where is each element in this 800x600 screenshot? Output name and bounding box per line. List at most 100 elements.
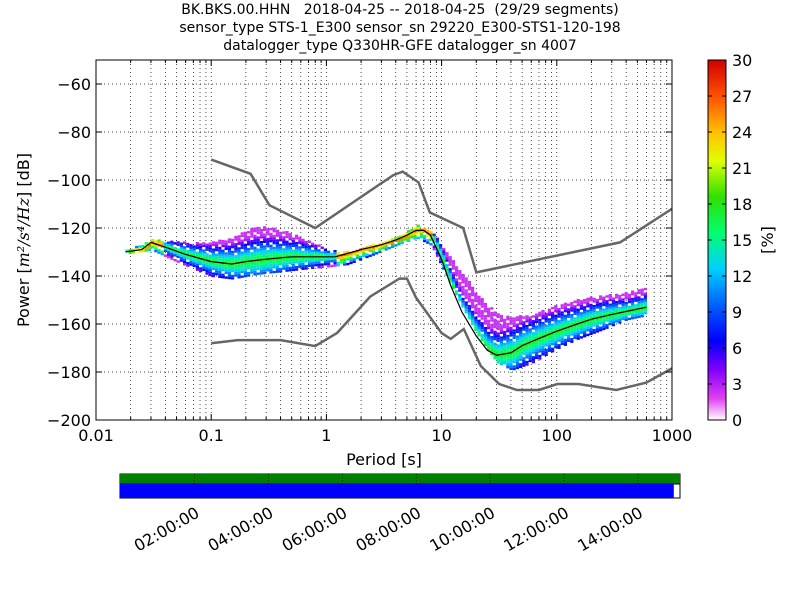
density-cell [455, 283, 459, 286]
density-cell [503, 318, 507, 322]
density-cell [637, 298, 641, 302]
density-cell [307, 257, 312, 260]
density-cell [499, 341, 504, 344]
density-cell [554, 338, 558, 342]
density-cell [227, 267, 232, 270]
density-cell [304, 248, 308, 251]
density-cell [608, 320, 612, 323]
density-cell [528, 359, 532, 363]
density-cell [554, 317, 558, 320]
density-cell [234, 250, 238, 253]
density-cell [535, 344, 539, 348]
density-cell [256, 260, 260, 263]
density-cell [496, 346, 500, 350]
density-cell [509, 338, 513, 342]
density-cell [195, 263, 200, 267]
density-cell [253, 241, 257, 245]
density-cell [365, 253, 369, 256]
density-cell [250, 228, 254, 231]
density-cell [576, 335, 580, 338]
density-cell [509, 341, 513, 344]
density-cell [573, 307, 577, 311]
density-cell [256, 267, 260, 271]
density-cell [266, 264, 270, 267]
density-cell [195, 268, 200, 271]
density-cell [272, 230, 276, 233]
density-cell [621, 303, 625, 306]
density-cell [426, 241, 430, 244]
density-cell [208, 249, 212, 253]
density-cell [224, 257, 228, 260]
density-cell [477, 300, 481, 303]
density-cell [311, 264, 315, 267]
density-cell [227, 264, 232, 268]
density-cell [391, 245, 395, 248]
density-cell [295, 253, 299, 257]
curves [125, 158, 672, 392]
density-cell [167, 246, 171, 249]
density-cell [509, 343, 513, 347]
density-cell [275, 253, 280, 257]
density-cell [323, 258, 328, 261]
density-cell [538, 323, 542, 327]
density-cell [234, 269, 238, 272]
density-cell [234, 247, 238, 251]
density-cell [634, 313, 638, 317]
density-cell [413, 232, 417, 235]
density-cell [464, 294, 468, 297]
density-cell [608, 303, 612, 306]
density-cell [224, 259, 228, 262]
density-cell [301, 257, 305, 261]
density-cell [323, 263, 328, 266]
density-cell [631, 312, 635, 315]
density-cell [544, 332, 548, 335]
density-cell [445, 266, 449, 269]
density-cell [279, 246, 283, 249]
density-cell [538, 330, 542, 334]
density-cell [339, 258, 344, 262]
density-cell [269, 261, 273, 264]
density-cell [378, 245, 382, 249]
density-cell [499, 358, 504, 361]
density-cell [423, 239, 427, 243]
density-cell [496, 327, 500, 331]
density-cell [282, 243, 286, 246]
density-cell [493, 321, 497, 324]
density-cell [234, 259, 238, 263]
density-cell [605, 324, 609, 327]
density-cell [522, 362, 526, 365]
density-cell [547, 335, 552, 338]
timeline-tick-label: 04:00:00 [205, 503, 277, 555]
density-cell [583, 301, 587, 304]
density-cell [474, 304, 478, 308]
density-cell [304, 267, 308, 270]
density-cell [189, 253, 193, 257]
density-cell [499, 319, 504, 323]
density-cell [637, 289, 641, 292]
density-cell [515, 316, 520, 319]
density-cell [551, 323, 555, 327]
density-cell [611, 311, 616, 315]
density-cell [195, 246, 200, 250]
density-cell [330, 264, 334, 268]
density-cell [272, 256, 276, 259]
density-cell [314, 247, 318, 250]
density-cell [499, 338, 504, 342]
x-tick-label: 10 [431, 426, 451, 445]
density-cell [541, 338, 545, 342]
density-cell [170, 240, 174, 244]
density-cell [202, 256, 206, 260]
density-cell [211, 274, 216, 278]
density-cell [442, 260, 446, 263]
density-cell [499, 360, 504, 363]
density-cell [147, 248, 152, 252]
density-cell [602, 327, 606, 331]
density-cell [259, 228, 264, 232]
density-cell [570, 321, 574, 324]
density-cell [531, 334, 536, 337]
density-cell [202, 266, 206, 269]
density-cell [346, 262, 350, 266]
density-cell [544, 327, 548, 330]
density-cell [291, 237, 296, 240]
density-cell [519, 331, 523, 335]
